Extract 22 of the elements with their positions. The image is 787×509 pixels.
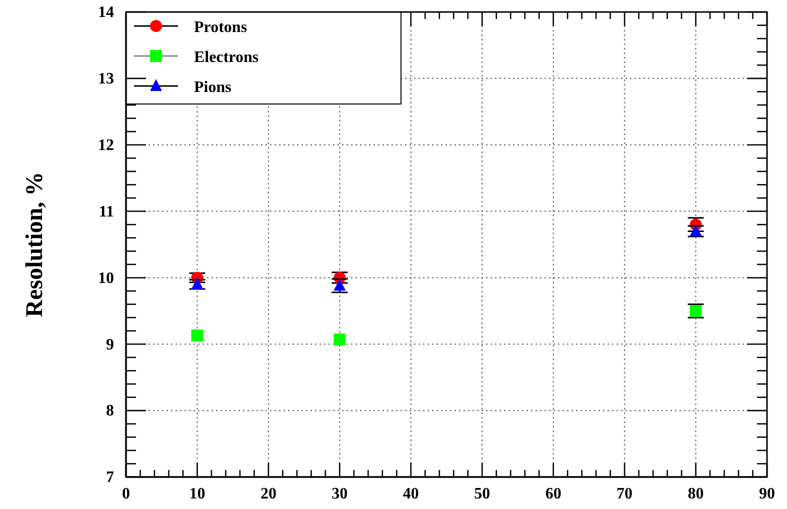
x-tick-label: 40 (402, 485, 419, 502)
legend-label: Electrons (194, 49, 259, 66)
x-tick-label: 30 (332, 485, 348, 502)
y-axis-title: Resolution, % (22, 172, 48, 318)
y-tick-label: 9 (106, 336, 114, 354)
y-tick-label: 13 (98, 70, 114, 88)
x-tick-label: 0 (122, 485, 130, 502)
y-tick-label: 11 (98, 203, 114, 220)
x-tick-label: 90 (759, 485, 775, 502)
y-tick-label: 8 (106, 402, 114, 420)
x-tick-label: 10 (189, 485, 206, 502)
legend-label: Pions (194, 79, 232, 96)
y-tick-label: 12 (98, 136, 114, 154)
y-tick-label: 7 (106, 469, 114, 486)
x-tick-label: 20 (260, 485, 276, 502)
legend-label: Protons (194, 19, 248, 36)
x-tick-label: 50 (474, 485, 490, 502)
x-tick-label: 60 (545, 485, 562, 502)
y-tick-label: 10 (98, 270, 114, 287)
x-tick-label: 70 (616, 485, 633, 502)
x-tick-label: 80 (688, 485, 704, 502)
y-tick-label: 14 (98, 4, 114, 22)
